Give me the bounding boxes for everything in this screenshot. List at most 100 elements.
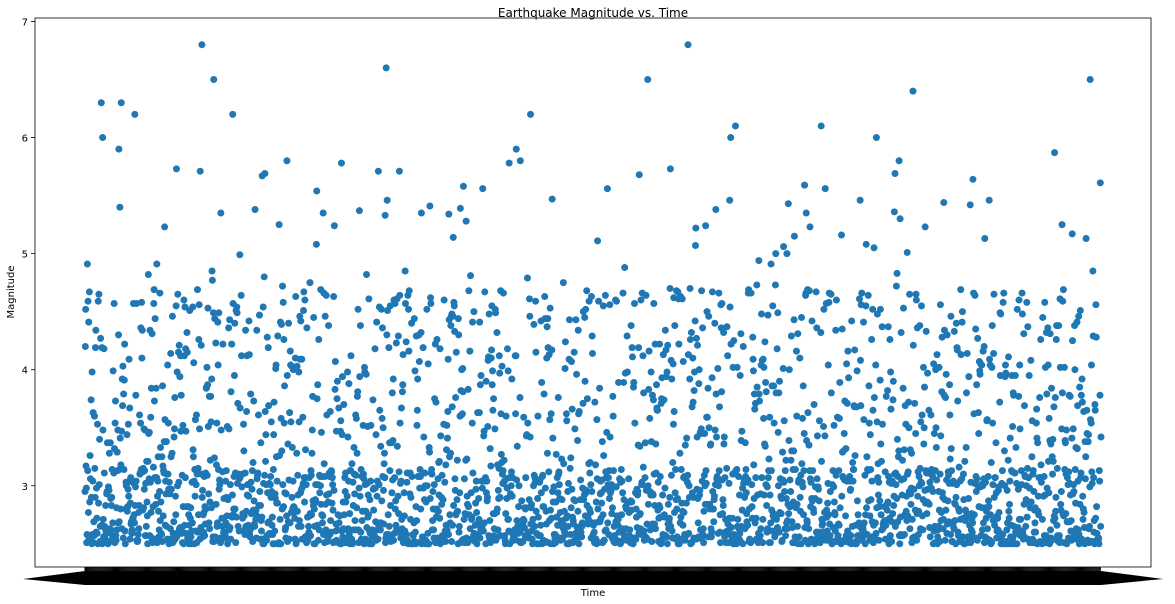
scatter-point bbox=[443, 434, 451, 442]
scatter-point bbox=[1095, 534, 1103, 542]
scatter-point bbox=[774, 482, 782, 490]
scatter-point bbox=[719, 510, 727, 518]
scatter-point bbox=[627, 322, 635, 330]
scatter-point bbox=[912, 430, 920, 438]
scatter-point bbox=[490, 395, 498, 403]
scatter-point bbox=[808, 317, 816, 325]
scatter-point bbox=[890, 208, 898, 216]
scatter-point bbox=[362, 535, 370, 543]
scatter-point bbox=[1066, 392, 1074, 400]
scatter-point bbox=[204, 304, 212, 312]
scatter-point bbox=[830, 483, 838, 491]
scatter-point bbox=[817, 329, 825, 337]
scatter-point bbox=[346, 510, 354, 518]
scatter-point bbox=[810, 508, 818, 516]
scatter-point bbox=[538, 378, 546, 386]
scatter-point bbox=[913, 536, 921, 544]
scatter-point bbox=[328, 499, 336, 507]
scatter-point bbox=[777, 510, 785, 518]
scatter-point bbox=[973, 381, 981, 389]
scatter-point bbox=[741, 439, 749, 447]
scatter-point bbox=[966, 201, 974, 209]
scatter-point bbox=[98, 540, 106, 548]
scatter-point bbox=[615, 378, 623, 386]
scatter-point bbox=[608, 510, 616, 518]
scatter-point bbox=[95, 290, 103, 298]
scatter-point bbox=[613, 297, 621, 305]
scatter-point bbox=[892, 481, 900, 489]
scatter-point bbox=[109, 367, 117, 375]
scatter-point bbox=[790, 447, 798, 455]
scatter-point bbox=[951, 517, 959, 525]
scatter-point bbox=[698, 287, 706, 295]
scatter-point bbox=[599, 511, 607, 519]
scatter-point bbox=[267, 472, 275, 480]
scatter-point bbox=[660, 396, 668, 404]
scatter-point bbox=[1068, 434, 1076, 442]
scatter-point bbox=[396, 291, 404, 299]
scatter-point bbox=[144, 271, 152, 279]
scatter-point bbox=[171, 394, 179, 402]
scatter-point bbox=[460, 515, 468, 523]
scatter-point bbox=[860, 416, 868, 424]
scatter-point bbox=[735, 472, 743, 480]
scatter-point bbox=[469, 318, 477, 326]
scatter-point bbox=[1040, 472, 1048, 480]
scatter-point bbox=[411, 367, 419, 375]
scatter-point bbox=[335, 519, 343, 527]
scatter-point bbox=[120, 390, 128, 398]
scatter-point bbox=[1045, 489, 1053, 497]
scatter-point bbox=[379, 486, 387, 494]
scatter-point bbox=[935, 363, 943, 371]
scatter-point bbox=[749, 333, 757, 341]
scatter-point bbox=[207, 418, 215, 426]
scatter-point bbox=[623, 332, 631, 340]
scatter-point bbox=[947, 312, 955, 320]
scatter-point bbox=[1033, 405, 1041, 413]
scatter-point bbox=[292, 537, 300, 545]
scatter-point bbox=[571, 425, 579, 433]
scatter-point bbox=[593, 416, 601, 424]
scatter-point bbox=[209, 309, 217, 317]
scatter-point bbox=[749, 367, 757, 375]
scatter-point bbox=[320, 460, 328, 468]
scatter-point bbox=[1091, 406, 1099, 414]
scatter-point bbox=[285, 319, 293, 327]
scatter-point bbox=[118, 427, 126, 435]
scatter-point bbox=[1029, 467, 1037, 475]
scatter-point bbox=[1052, 507, 1060, 515]
scatter-point bbox=[494, 526, 502, 534]
scatter-point bbox=[512, 352, 520, 360]
scatter-point bbox=[419, 344, 427, 352]
scatter-point bbox=[89, 477, 97, 485]
scatter-point bbox=[565, 316, 573, 324]
scatter-point bbox=[93, 514, 101, 522]
scatter-point bbox=[689, 354, 697, 362]
scatter-point bbox=[1037, 336, 1045, 344]
scatter-point bbox=[164, 470, 172, 478]
scatter-point bbox=[366, 496, 374, 504]
scatter-point bbox=[503, 345, 511, 353]
scatter-point bbox=[259, 303, 267, 311]
scatter-point bbox=[1023, 464, 1031, 472]
scatter-point bbox=[554, 489, 562, 497]
scatter-point bbox=[916, 464, 924, 472]
scatter-point bbox=[174, 290, 182, 298]
scatter-point bbox=[865, 419, 873, 427]
scatter-point bbox=[1006, 500, 1014, 508]
scatter-point bbox=[502, 412, 510, 420]
scatter-point bbox=[682, 499, 690, 507]
scatter-point bbox=[280, 419, 288, 427]
scatter-point bbox=[175, 341, 183, 349]
scatter-point bbox=[162, 438, 170, 446]
scatter-point bbox=[388, 389, 396, 397]
scatter-point bbox=[608, 504, 616, 512]
scatter-point bbox=[400, 512, 408, 520]
scatter-point bbox=[641, 439, 649, 447]
scatter-point bbox=[919, 526, 927, 534]
scatter-point bbox=[374, 167, 382, 175]
scatter-point bbox=[302, 446, 310, 454]
scatter-point bbox=[179, 421, 187, 429]
scatter-point bbox=[539, 471, 547, 479]
scatter-point bbox=[847, 485, 855, 493]
